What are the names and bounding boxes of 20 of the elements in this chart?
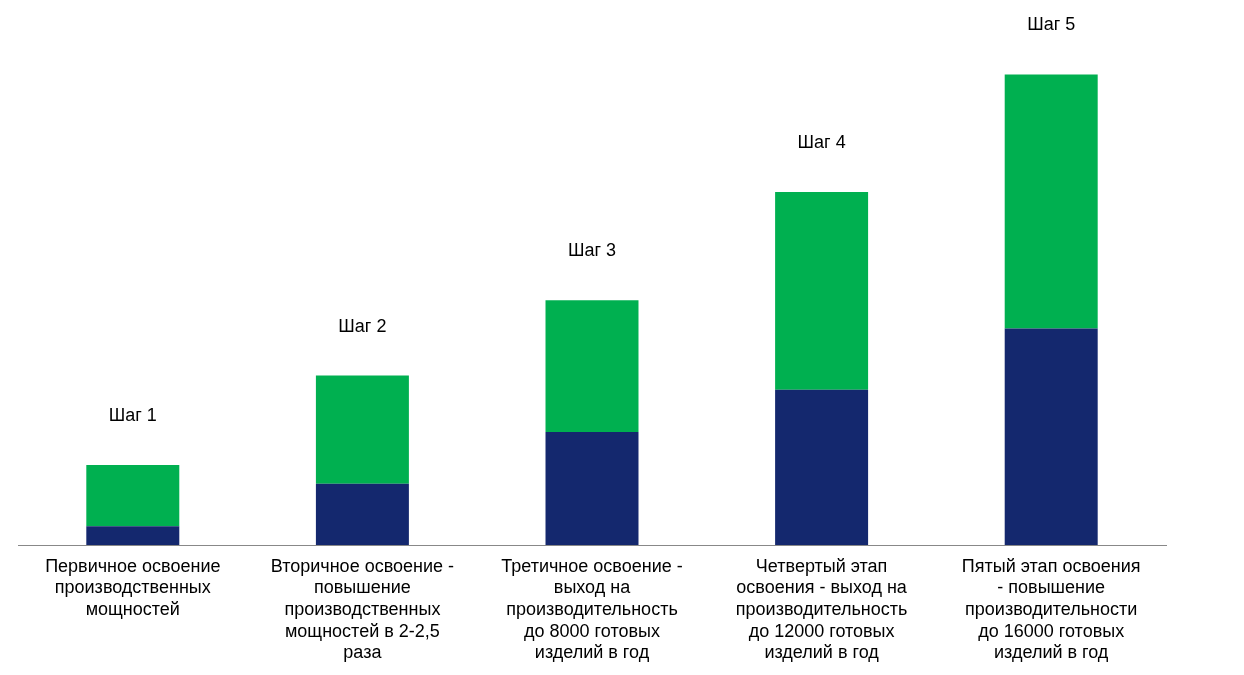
bar [315,375,409,484]
x-tick-label: Пятый этап освоения - повышение производительности до 16000 готовых изделий в год [961,555,1141,663]
annotation: Шаг 4 [797,132,846,153]
bar [775,192,869,390]
text: Шаг 5 [1027,14,1076,35]
bar [86,465,180,527]
bar [86,526,180,545]
x-tick-label: Вторичное освоение - повышение производственных мощностей в 2-2,5 раза [270,555,455,663]
bar [775,389,869,545]
x-tick-label: Третичное освоение - выход на производительность до 8000 готовых изделий в год [501,555,683,663]
annotation: Шаг 2 [338,315,387,336]
bar [545,432,639,545]
x-tick-label: Четвертый этап освоения - выход на производительность до 12000 готовых изделий в год [735,555,908,663]
bar [545,300,639,433]
bar [1004,74,1098,329]
annotation: Шаг 1 [108,404,157,425]
bar [315,483,409,545]
annotation: Шаг 3 [567,240,617,261]
x-tick-label: Первичное освоение производственных мощностей [45,555,221,619]
bar [1004,328,1098,545]
